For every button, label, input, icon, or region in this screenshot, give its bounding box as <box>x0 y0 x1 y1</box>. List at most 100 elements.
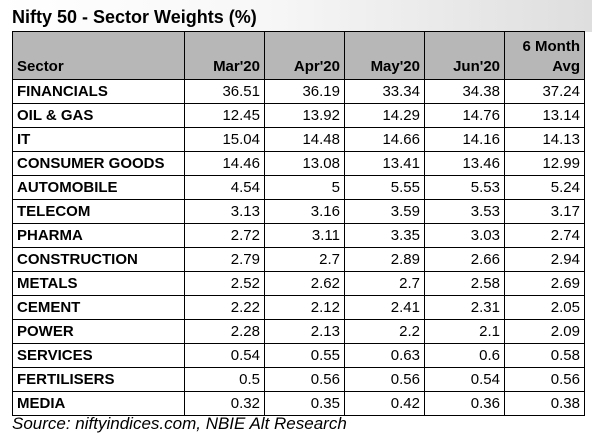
sector-name-cell: IT <box>12 127 185 152</box>
month-value-cell: 0.36 <box>424 391 505 416</box>
month-value-cell: 3.59 <box>344 199 425 224</box>
month-value-cell: 2.79 <box>184 247 265 272</box>
month-value-cell: 3.35 <box>344 223 425 248</box>
month-value-cell: 2.31 <box>424 295 505 320</box>
month-value-cell: 0.6 <box>424 343 505 368</box>
table-row: PHARMA 2.72 3.11 3.35 3.03 2.74 <box>12 223 585 248</box>
month-value-cell: 14.46 <box>184 151 265 176</box>
month-value-cell: 0.56 <box>264 367 345 392</box>
month-value-cell: 0.42 <box>344 391 425 416</box>
month-value-cell: 13.08 <box>264 151 345 176</box>
table-row: TELECOM 3.13 3.16 3.59 3.53 3.17 <box>12 199 585 224</box>
sector-name-cell: POWER <box>12 319 185 344</box>
six-month-avg-cell: 2.74 <box>504 223 585 248</box>
month-value-cell: 2.89 <box>344 247 425 272</box>
month-value-cell: 2.41 <box>344 295 425 320</box>
month-value-cell: 0.63 <box>344 343 425 368</box>
sector-name-cell: MEDIA <box>12 391 185 416</box>
month-value-cell: 2.52 <box>184 271 265 296</box>
month-value-cell: 36.51 <box>184 79 265 104</box>
month-value-cell: 13.92 <box>264 103 345 128</box>
month-value-cell: 14.29 <box>344 103 425 128</box>
month-value-cell: 34.38 <box>424 79 505 104</box>
table-row: IT 15.04 14.48 14.66 14.16 14.13 <box>12 127 585 152</box>
table-header: Sector Mar'20 Apr'20 May'20 Jun'20 6 Mon… <box>12 31 585 80</box>
header-six-month-avg: 6 Month Avg <box>504 31 585 80</box>
table-row: SERVICES 0.54 0.55 0.63 0.6 0.58 <box>12 343 585 368</box>
month-value-cell: 2.7 <box>344 271 425 296</box>
sector-name-cell: CONSTRUCTION <box>12 247 185 272</box>
month-value-cell: 0.55 <box>264 343 345 368</box>
page-title: Nifty 50 - Sector Weights (%) <box>12 7 257 27</box>
table-row: OIL & GAS 12.45 13.92 14.29 14.76 13.14 <box>12 103 585 128</box>
six-month-avg-cell: 2.05 <box>504 295 585 320</box>
month-value-cell: 15.04 <box>184 127 265 152</box>
month-value-cell: 5 <box>264 175 345 200</box>
six-month-avg-cell: 12.99 <box>504 151 585 176</box>
header-month: Apr'20 <box>264 31 345 80</box>
month-value-cell: 0.56 <box>344 367 425 392</box>
six-month-avg-cell: 5.24 <box>504 175 585 200</box>
month-value-cell: 36.19 <box>264 79 345 104</box>
month-value-cell: 0.54 <box>184 343 265 368</box>
month-value-cell: 2.2 <box>344 319 425 344</box>
header-sector: Sector <box>12 31 185 80</box>
table-row: CONSUMER GOODS 14.46 13.08 13.41 13.46 12.99 <box>12 151 585 176</box>
header-avg-line2: Avg <box>552 58 580 75</box>
sector-name-cell: FERTILISERS <box>12 367 185 392</box>
month-value-cell: 3.53 <box>424 199 505 224</box>
table-row: FINANCIALS 36.51 36.19 33.34 34.38 37.24 <box>12 79 585 104</box>
six-month-avg-cell: 13.14 <box>504 103 585 128</box>
month-value-cell: 2.13 <box>264 319 345 344</box>
month-value-cell: 3.03 <box>424 223 505 248</box>
month-value-cell: 3.16 <box>264 199 345 224</box>
month-value-cell: 13.41 <box>344 151 425 176</box>
month-value-cell: 0.32 <box>184 391 265 416</box>
six-month-avg-cell: 2.09 <box>504 319 585 344</box>
table-row: FERTILISERS 0.5 0.56 0.56 0.54 0.56 <box>12 367 585 392</box>
sector-name-cell: CEMENT <box>12 295 185 320</box>
month-value-cell: 14.66 <box>344 127 425 152</box>
six-month-avg-cell: 0.38 <box>504 391 585 416</box>
six-month-avg-cell: 0.56 <box>504 367 585 392</box>
table-row: MEDIA 0.32 0.35 0.42 0.36 0.38 <box>12 391 585 416</box>
six-month-avg-cell: 37.24 <box>504 79 585 104</box>
month-value-cell: 2.66 <box>424 247 505 272</box>
month-value-cell: 2.1 <box>424 319 505 344</box>
table-row: CONSTRUCTION 2.79 2.7 2.89 2.66 2.94 <box>12 247 585 272</box>
sector-name-cell: SERVICES <box>12 343 185 368</box>
month-value-cell: 2.62 <box>264 271 345 296</box>
month-value-cell: 13.46 <box>424 151 505 176</box>
month-value-cell: 33.34 <box>344 79 425 104</box>
month-value-cell: 0.35 <box>264 391 345 416</box>
six-month-avg-cell: 3.17 <box>504 199 585 224</box>
month-value-cell: 0.5 <box>184 367 265 392</box>
month-value-cell: 2.12 <box>264 295 345 320</box>
month-value-cell: 14.16 <box>424 127 505 152</box>
sector-name-cell: FINANCIALS <box>12 79 185 104</box>
month-value-cell: 0.54 <box>424 367 505 392</box>
month-value-cell: 2.58 <box>424 271 505 296</box>
month-value-cell: 12.45 <box>184 103 265 128</box>
title-band <box>0 0 592 32</box>
month-value-cell: 5.55 <box>344 175 425 200</box>
table-row: METALS 2.52 2.62 2.7 2.58 2.69 <box>12 271 585 296</box>
sector-name-cell: OIL & GAS <box>12 103 185 128</box>
six-month-avg-cell: 2.69 <box>504 271 585 296</box>
table-row: AUTOMOBILE 4.54 5 5.55 5.53 5.24 <box>12 175 585 200</box>
month-value-cell: 3.13 <box>184 199 265 224</box>
table-body: FINANCIALS 36.51 36.19 33.34 34.38 37.24 OIL &… <box>12 79 585 416</box>
six-month-avg-cell: 0.58 <box>504 343 585 368</box>
month-value-cell: 3.11 <box>264 223 345 248</box>
header-month: Mar'20 <box>184 31 265 80</box>
month-value-cell: 2.72 <box>184 223 265 248</box>
header-avg-line1: 6 Month <box>522 38 581 55</box>
header-month: Jun'20 <box>424 31 505 80</box>
sector-name-cell: CONSUMER GOODS <box>12 151 185 176</box>
header-month: May'20 <box>344 31 425 80</box>
month-value-cell: 2.7 <box>264 247 345 272</box>
sector-name-cell: METALS <box>12 271 185 296</box>
sector-name-cell: TELECOM <box>12 199 185 224</box>
table-row: CEMENT 2.22 2.12 2.41 2.31 2.05 <box>12 295 585 320</box>
